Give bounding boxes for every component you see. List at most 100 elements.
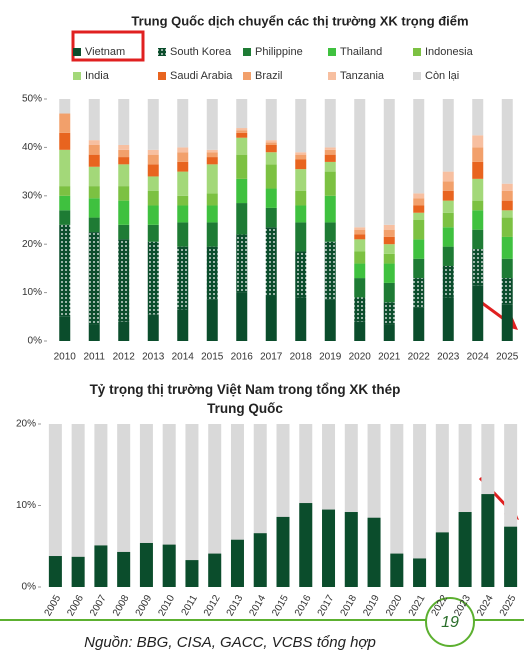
x-tick-label: 2012: [202, 593, 223, 618]
bar-segment: [354, 234, 366, 240]
bar-segment: [177, 195, 189, 206]
x-tick-label: 2021: [407, 593, 428, 618]
bar-segment: [177, 147, 189, 153]
bar-segment: [501, 258, 513, 279]
legend-label: Còn lại: [425, 70, 459, 82]
bar: [504, 526, 518, 587]
legend-label: Philippine: [255, 46, 303, 58]
bar-segment: [295, 169, 307, 191]
y-tick-label: 30%: [22, 190, 42, 201]
bar-segment: [472, 147, 484, 162]
bar-segment: [265, 207, 277, 228]
bar-segment: [442, 227, 454, 247]
bar-segment: [265, 144, 277, 153]
bar-segment: [118, 164, 130, 187]
bar-segment: [265, 152, 277, 165]
bar-segment: [354, 278, 366, 298]
y-tick-label: 50%: [22, 94, 42, 105]
bar-segment: [177, 99, 189, 148]
bar-segment: [442, 200, 454, 213]
legend-label: South Korea: [170, 46, 232, 58]
bar-segment: [265, 140, 277, 143]
bar-segment: [501, 190, 513, 201]
bar-segment: [383, 244, 395, 254]
y-tick-label: 10%: [16, 500, 36, 511]
legend-label: Brazil: [255, 70, 283, 82]
bar-segment: [177, 161, 189, 172]
bar-segment: [88, 217, 100, 233]
bar-segment: [324, 241, 336, 300]
bar-segment: [501, 200, 513, 211]
bar-segment: [413, 239, 425, 259]
bar-segment: [413, 307, 425, 341]
bar-segment: [501, 304, 513, 341]
bar-segment: [206, 205, 218, 223]
x-tick-label: 2015: [201, 352, 224, 363]
bar-segment: [147, 241, 159, 315]
bar-segment: [59, 316, 71, 341]
bar-segment: [206, 193, 218, 206]
bar-segment: [236, 137, 248, 155]
bar-segment: [88, 324, 100, 341]
bar-background: [208, 424, 222, 587]
bar-segment: [88, 198, 100, 218]
bar-segment: [472, 200, 484, 211]
bar-segment: [206, 152, 218, 158]
bar-segment: [88, 186, 100, 199]
bar-segment: [383, 263, 395, 283]
legend-swatch: [328, 72, 336, 80]
legend-label: Saudi Arabia: [170, 70, 233, 82]
x-tick-label: 2010: [156, 593, 177, 618]
bar-segment: [383, 282, 395, 303]
bar: [230, 539, 244, 587]
bar-segment: [295, 222, 307, 252]
bar-segment: [383, 229, 395, 237]
bar-background: [48, 424, 62, 587]
bar-segment: [472, 229, 484, 250]
bar-segment: [442, 265, 454, 298]
bar-segment: [472, 285, 484, 341]
x-tick-label: 2022: [408, 352, 431, 363]
x-tick-label: 2012: [113, 352, 136, 363]
bar-segment: [413, 278, 425, 308]
bar-segment: [354, 251, 366, 264]
bar-segment: [413, 198, 425, 206]
bar-segment: [324, 195, 336, 223]
bar-segment: [88, 99, 100, 141]
bar-segment: [324, 299, 336, 341]
bar-segment: [236, 99, 248, 129]
x-tick-label: 2020: [349, 352, 372, 363]
bar-segment: [442, 246, 454, 266]
bar-segment: [236, 130, 248, 133]
x-tick-label: 2011: [83, 352, 105, 363]
bar-segment: [324, 161, 336, 172]
bar-segment: [413, 212, 425, 220]
bar-segment: [413, 220, 425, 240]
bar: [185, 560, 199, 587]
bar-segment: [295, 297, 307, 341]
y-tick-label: 20%: [22, 239, 42, 250]
x-tick-label: 2007: [88, 593, 109, 618]
x-tick-label: 2019: [319, 352, 342, 363]
bar-segment: [59, 224, 71, 317]
legend-swatch: [413, 72, 421, 80]
x-tick-label: 2013: [142, 352, 165, 363]
bar-segment: [295, 99, 307, 153]
bar-segment: [118, 157, 130, 165]
bar-segment: [59, 113, 71, 133]
bar-segment: [118, 99, 130, 145]
bar-segment: [295, 152, 307, 155]
bar-segment: [265, 164, 277, 189]
bar-segment: [177, 246, 189, 310]
legend-label: Thailand: [340, 46, 382, 58]
bar-segment: [236, 132, 248, 138]
bar-segment: [501, 278, 513, 305]
bar-segment: [442, 297, 454, 341]
bar-segment: [177, 222, 189, 247]
x-tick-label: 2018: [290, 352, 313, 363]
bar: [367, 517, 381, 587]
bar-segment: [295, 205, 307, 223]
bar-segment: [265, 188, 277, 208]
highlight-box: [71, 30, 145, 62]
